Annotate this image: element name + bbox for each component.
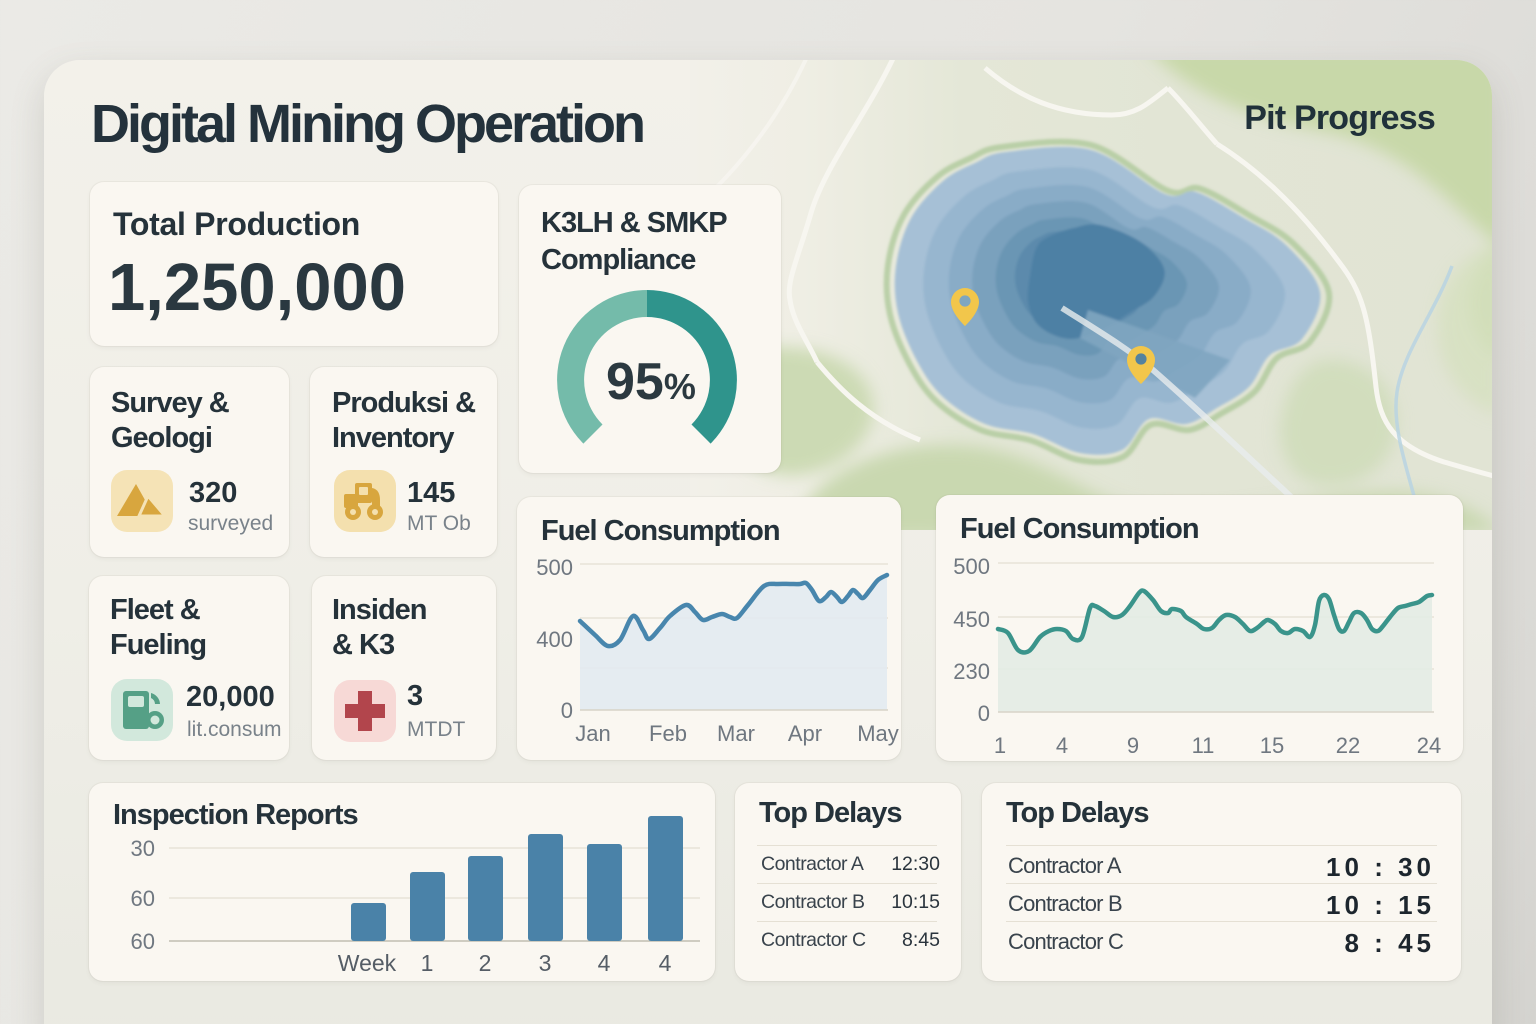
svg-text:Jan: Jan xyxy=(575,721,610,746)
svg-text:15: 15 xyxy=(1260,733,1284,758)
svg-text:Week: Week xyxy=(338,950,397,976)
svg-text:2: 2 xyxy=(479,950,492,976)
svg-text:30: 30 xyxy=(131,836,155,861)
svg-text:24: 24 xyxy=(1417,733,1441,758)
svg-text:230: 230 xyxy=(953,659,990,684)
svg-text:0: 0 xyxy=(978,701,990,726)
svg-text:4: 4 xyxy=(659,950,672,976)
svg-text:Feb: Feb xyxy=(649,721,687,746)
svg-text:500: 500 xyxy=(536,555,573,580)
svg-text:9: 9 xyxy=(1127,733,1139,758)
svg-text:3: 3 xyxy=(539,950,552,976)
svg-text:60: 60 xyxy=(131,929,155,954)
svg-text:1: 1 xyxy=(421,950,434,976)
svg-text:400: 400 xyxy=(536,627,573,652)
svg-text:4: 4 xyxy=(598,950,611,976)
svg-text:May: May xyxy=(857,721,899,746)
svg-text:60: 60 xyxy=(131,886,155,911)
svg-text:0: 0 xyxy=(561,698,573,723)
svg-text:22: 22 xyxy=(1336,733,1360,758)
svg-text:Apr: Apr xyxy=(788,721,822,746)
svg-text:500: 500 xyxy=(953,554,990,579)
svg-text:Mar: Mar xyxy=(717,721,755,746)
svg-text:1: 1 xyxy=(994,733,1006,758)
svg-text:450: 450 xyxy=(953,607,990,632)
svg-text:4: 4 xyxy=(1056,733,1068,758)
svg-text:11: 11 xyxy=(1192,733,1215,758)
